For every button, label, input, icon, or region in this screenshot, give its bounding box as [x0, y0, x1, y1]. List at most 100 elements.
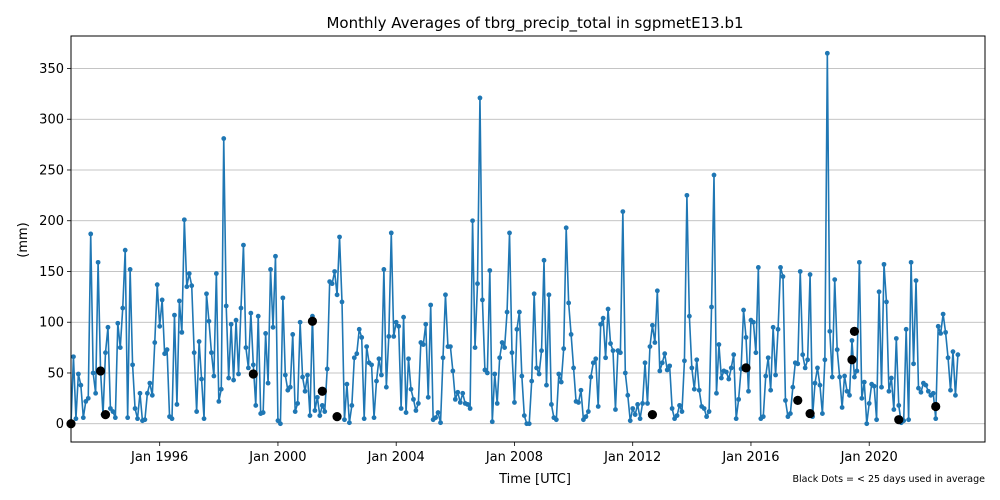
data-point	[679, 409, 685, 414]
data-point	[149, 392, 155, 398]
data-point	[896, 403, 902, 408]
data-point	[388, 230, 394, 236]
data-point	[480, 297, 485, 303]
data-point	[125, 415, 131, 421]
data-point	[556, 371, 562, 377]
y-tick-label: 0	[56, 417, 64, 432]
data-point	[716, 342, 722, 347]
data-point	[620, 209, 626, 214]
data-point	[80, 415, 86, 421]
data-point	[228, 321, 234, 327]
data-point	[595, 404, 601, 409]
data-point	[893, 336, 899, 341]
data-point	[701, 406, 707, 411]
data-point	[874, 417, 880, 423]
data-point	[157, 323, 163, 329]
data-point	[504, 309, 510, 315]
incomplete-point	[793, 395, 803, 405]
data-point	[356, 326, 362, 332]
data-point	[319, 403, 325, 408]
data-point	[516, 309, 522, 315]
data-point	[925, 388, 931, 394]
data-point	[709, 304, 714, 310]
data-point	[682, 358, 687, 364]
data-point	[354, 351, 360, 357]
data-point	[144, 390, 150, 396]
data-point	[684, 192, 690, 198]
data-point	[812, 380, 818, 386]
data-point	[650, 322, 655, 328]
data-point	[85, 395, 91, 401]
data-point	[122, 247, 128, 253]
data-point	[763, 373, 769, 379]
data-point	[186, 271, 192, 276]
data-point	[438, 420, 443, 426]
data-point	[181, 217, 187, 223]
data-point	[815, 365, 820, 371]
data-point	[829, 374, 835, 380]
data-point	[866, 401, 872, 406]
data-point	[859, 395, 865, 401]
data-point	[152, 340, 158, 345]
data-point	[519, 373, 525, 379]
data-point	[913, 278, 919, 284]
data-point	[105, 324, 111, 330]
data-point	[512, 400, 517, 405]
gridlines	[71, 68, 985, 425]
data-point	[401, 314, 406, 320]
data-point	[391, 334, 397, 339]
data-point	[871, 383, 877, 389]
data-point	[647, 344, 653, 349]
data-point	[381, 267, 387, 272]
data-point	[90, 370, 96, 376]
data-point	[635, 402, 641, 407]
data-point	[172, 312, 177, 318]
data-point	[467, 406, 473, 411]
data-point	[938, 330, 944, 336]
data-point	[832, 277, 838, 282]
data-point	[691, 386, 697, 392]
data-point	[371, 415, 377, 421]
data-point	[839, 405, 845, 410]
x-axis-ticks: Jan 1996 Jan 2000 Jan 2004 Jan 2008 Jan 2012…	[130, 442, 898, 465]
data-point	[775, 326, 781, 332]
data-point	[561, 346, 567, 352]
incomplete-point	[317, 386, 327, 396]
data-point	[622, 370, 628, 376]
data-point	[849, 338, 855, 343]
incomplete-point	[95, 366, 106, 376]
data-point	[640, 401, 645, 406]
data-point	[238, 305, 244, 311]
data-point	[585, 409, 591, 414]
data-point	[807, 272, 813, 277]
data-point	[706, 409, 712, 414]
data-point	[645, 401, 650, 406]
data-point	[768, 387, 774, 393]
data-point	[376, 356, 382, 362]
y-tick-label: 50	[47, 366, 64, 381]
data-point	[337, 234, 342, 240]
data-point	[930, 390, 936, 396]
data-point	[174, 402, 180, 407]
data-point	[204, 291, 209, 297]
data-point	[324, 366, 330, 372]
data-point	[147, 380, 153, 386]
y-tick-label: 350	[39, 62, 64, 77]
data-point	[558, 379, 564, 385]
data-point	[795, 361, 801, 367]
data-point	[132, 406, 138, 411]
data-point	[191, 350, 197, 356]
data-point	[492, 371, 498, 377]
data-point	[578, 387, 584, 393]
data-point	[531, 291, 537, 297]
data-point	[223, 303, 229, 309]
data-point	[184, 284, 190, 290]
data-point	[499, 340, 505, 345]
data-point	[351, 355, 357, 361]
incomplete-point	[847, 355, 857, 365]
data-point	[282, 372, 288, 378]
y-axis-ticks: 0 50 100 150 200 250 300 350	[39, 62, 71, 432]
data-point	[667, 363, 673, 369]
data-point	[292, 409, 298, 414]
